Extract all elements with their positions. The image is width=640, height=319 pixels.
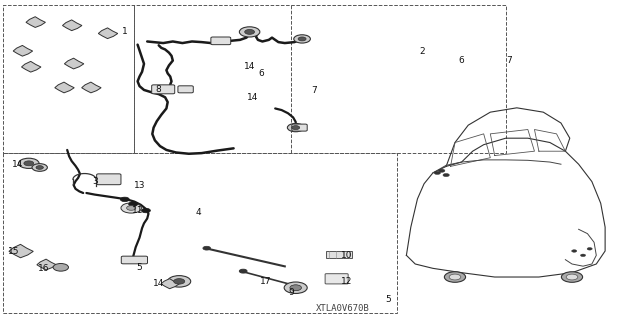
Polygon shape [22, 61, 41, 72]
Circle shape [566, 274, 578, 280]
Circle shape [36, 166, 44, 169]
FancyBboxPatch shape [178, 86, 193, 93]
FancyBboxPatch shape [325, 274, 348, 284]
FancyBboxPatch shape [211, 37, 230, 45]
Text: 6: 6 [458, 56, 463, 65]
Polygon shape [63, 20, 82, 31]
Circle shape [294, 35, 310, 43]
Polygon shape [55, 82, 74, 93]
Text: 5: 5 [137, 263, 142, 272]
Circle shape [292, 126, 300, 130]
Circle shape [444, 272, 465, 282]
Text: 2: 2 [420, 47, 425, 56]
Circle shape [53, 263, 68, 271]
Circle shape [443, 174, 449, 177]
Circle shape [129, 202, 138, 206]
Polygon shape [99, 28, 118, 39]
Polygon shape [82, 82, 101, 93]
Polygon shape [65, 58, 84, 69]
Text: 7: 7 [506, 56, 511, 65]
FancyBboxPatch shape [122, 256, 148, 264]
Text: 10: 10 [341, 251, 353, 260]
Circle shape [120, 197, 129, 202]
Circle shape [561, 272, 582, 282]
Circle shape [298, 37, 306, 41]
Text: 15: 15 [8, 247, 20, 256]
Text: 5: 5 [385, 295, 390, 304]
Bar [134, 5, 506, 153]
Circle shape [168, 276, 191, 287]
Text: 16: 16 [38, 264, 49, 273]
Bar [3, 153, 397, 313]
Text: 4: 4 [196, 208, 201, 217]
Text: 8: 8 [156, 85, 161, 94]
Circle shape [141, 208, 150, 213]
Text: 13: 13 [134, 181, 145, 190]
Text: 9: 9 [289, 288, 294, 297]
Text: 11: 11 [132, 206, 143, 215]
Polygon shape [37, 259, 56, 270]
Circle shape [121, 203, 141, 213]
FancyBboxPatch shape [97, 174, 121, 185]
Text: 14: 14 [153, 279, 164, 288]
Circle shape [284, 282, 307, 293]
Polygon shape [9, 244, 33, 258]
Text: 14: 14 [247, 93, 259, 102]
Bar [3, 5, 134, 153]
Circle shape [572, 250, 577, 252]
Text: 17: 17 [260, 277, 271, 286]
Circle shape [244, 29, 255, 34]
Circle shape [127, 206, 136, 210]
Text: 7: 7 [311, 86, 316, 95]
FancyBboxPatch shape [152, 85, 175, 94]
Text: 1: 1 [122, 27, 127, 36]
Text: 3: 3 [92, 177, 97, 186]
Circle shape [287, 123, 304, 132]
Circle shape [19, 158, 39, 168]
Circle shape [203, 246, 211, 250]
Text: 14: 14 [12, 160, 24, 169]
Circle shape [434, 171, 440, 174]
Circle shape [587, 248, 592, 250]
Circle shape [239, 27, 260, 37]
Text: 6: 6 [259, 69, 264, 78]
FancyBboxPatch shape [292, 124, 307, 131]
Circle shape [290, 285, 301, 291]
Circle shape [290, 285, 301, 291]
Circle shape [32, 164, 47, 171]
Circle shape [580, 254, 586, 256]
Circle shape [239, 269, 247, 273]
Bar [326, 251, 352, 258]
Text: 14: 14 [244, 63, 255, 71]
Circle shape [173, 278, 185, 284]
Polygon shape [13, 45, 33, 56]
Text: 12: 12 [341, 277, 353, 286]
Polygon shape [26, 17, 45, 27]
Circle shape [449, 274, 461, 280]
Circle shape [438, 169, 445, 172]
Circle shape [24, 161, 34, 166]
Text: XTLA0V670B: XTLA0V670B [316, 304, 369, 313]
Polygon shape [161, 279, 179, 289]
